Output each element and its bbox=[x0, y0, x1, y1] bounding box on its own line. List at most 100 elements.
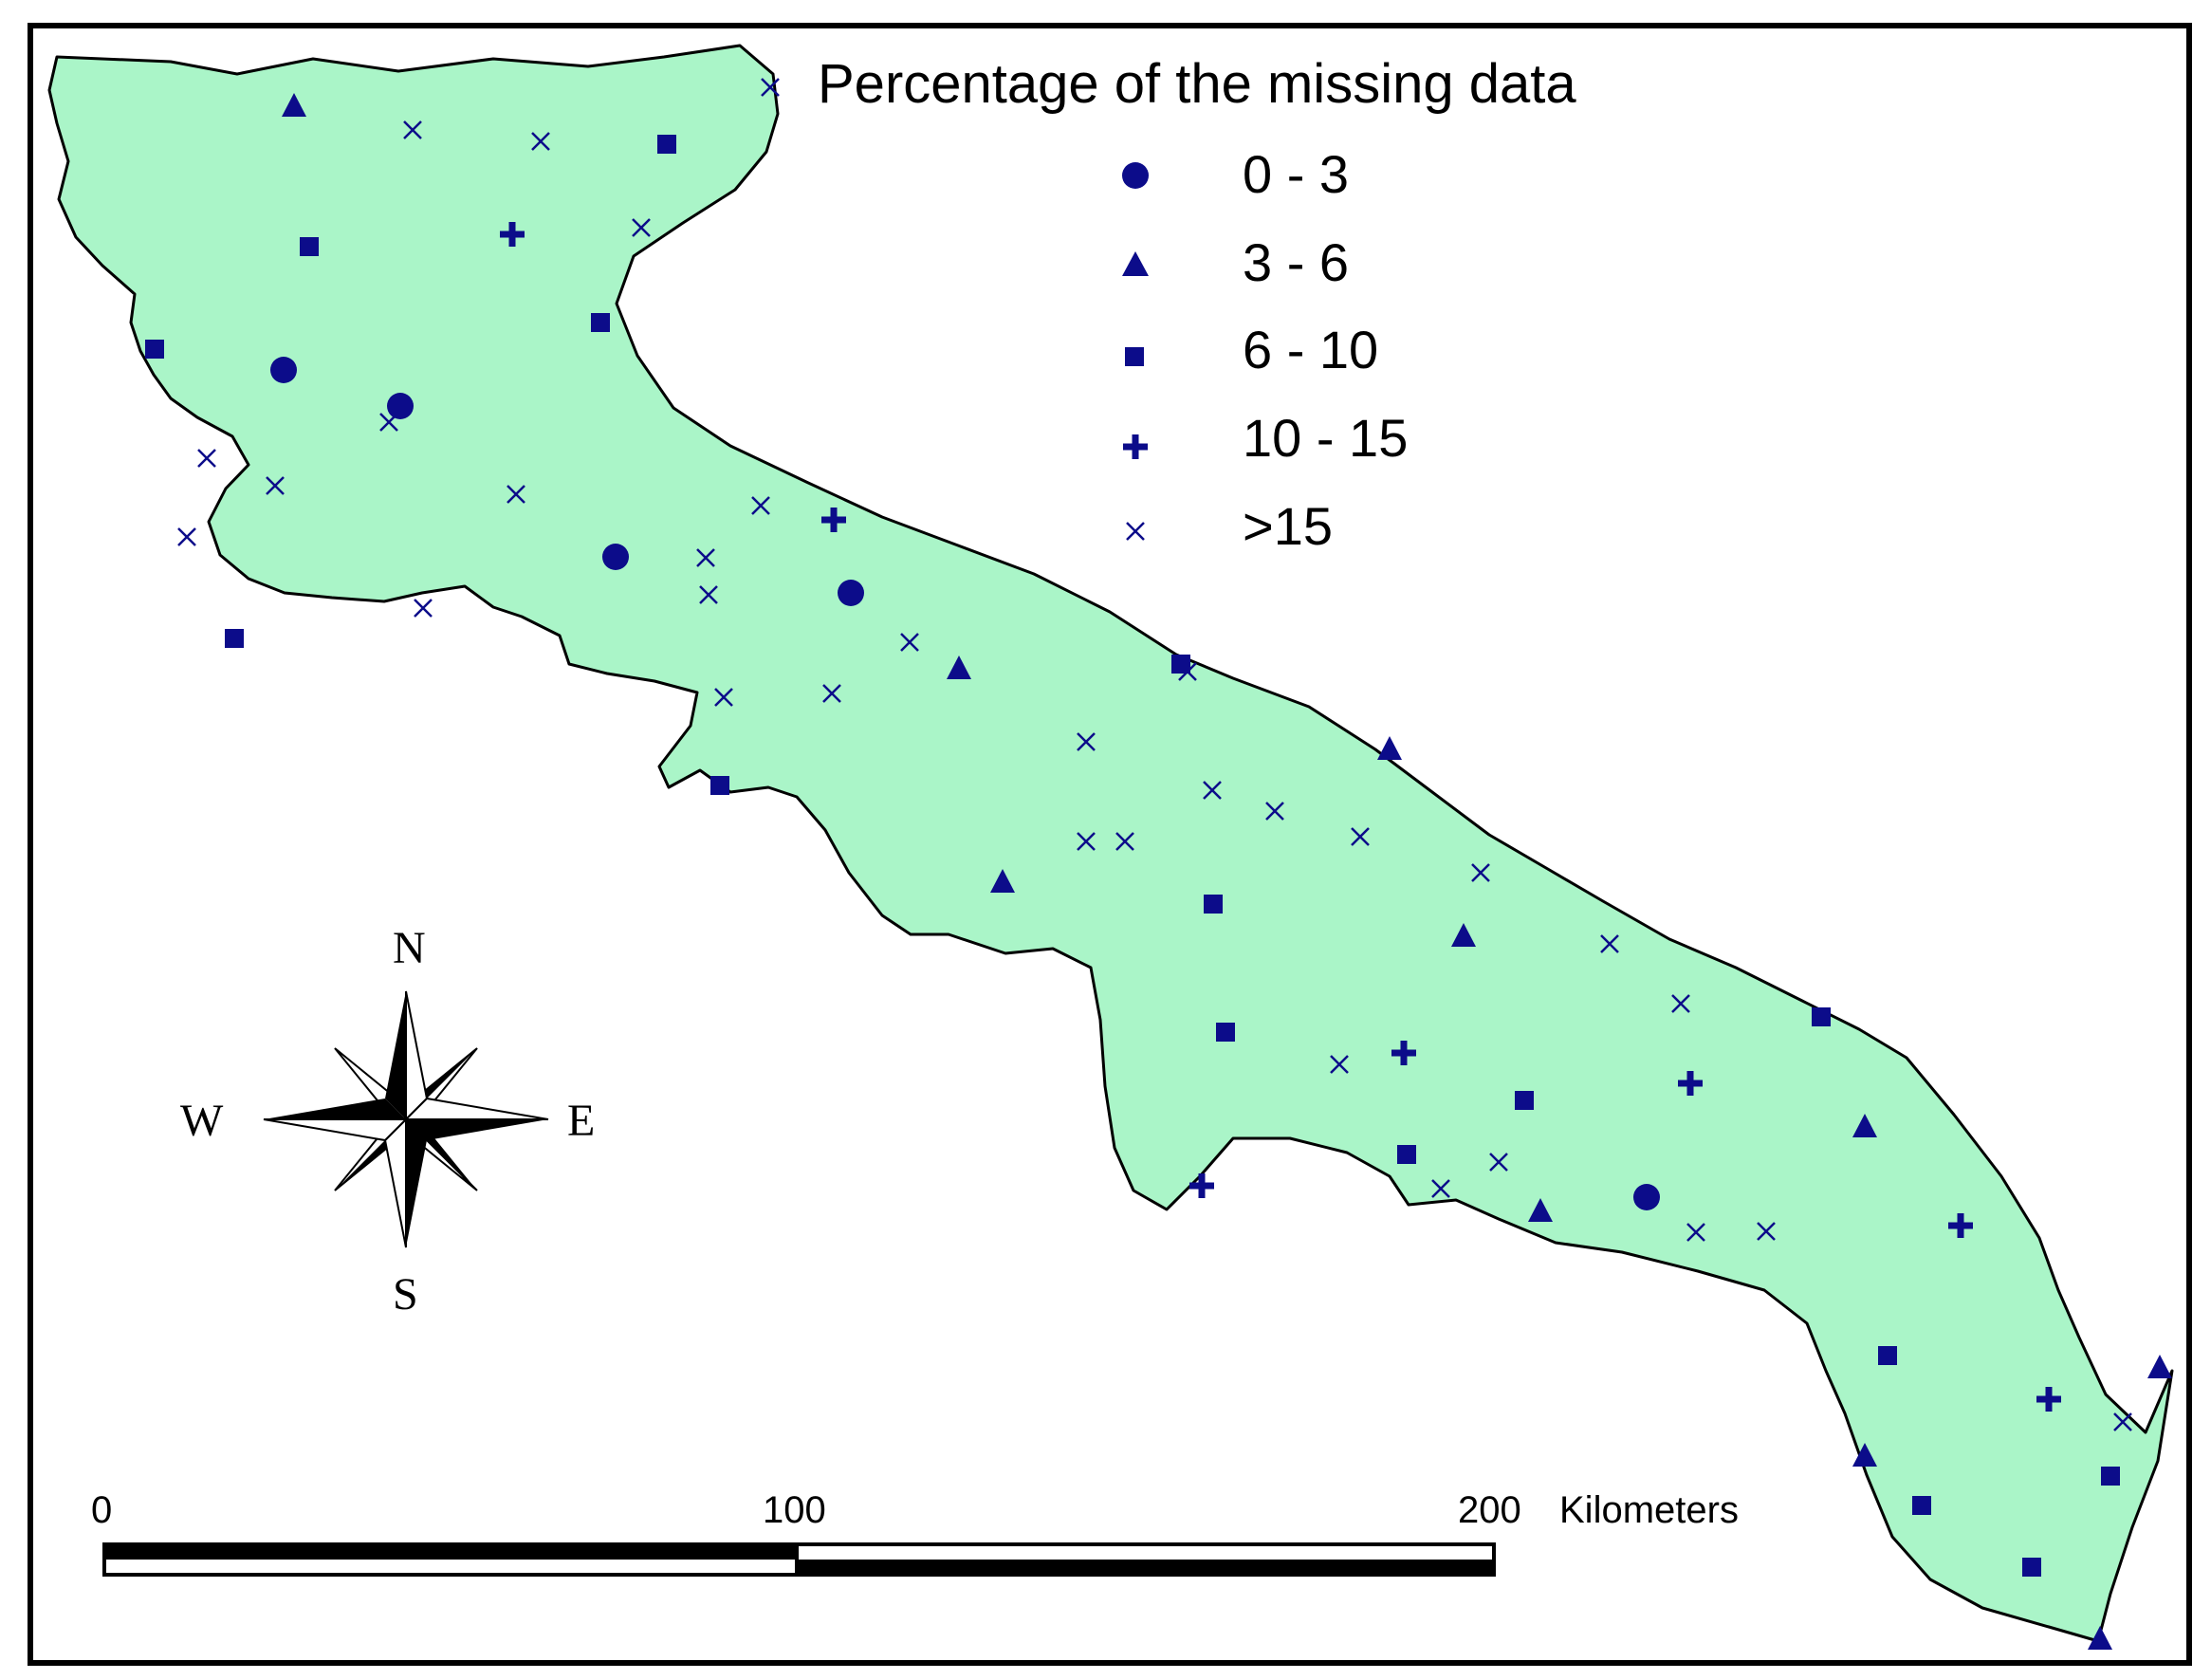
station-marker-x bbox=[900, 633, 919, 652]
station-marker-x bbox=[822, 684, 841, 703]
station-marker-x bbox=[507, 485, 525, 504]
station-marker-square bbox=[657, 135, 676, 154]
compass-rose: N S E W bbox=[180, 923, 595, 1320]
compass-label-north: N bbox=[393, 923, 426, 973]
station-marker-circle bbox=[602, 544, 629, 570]
station-marker-square bbox=[1204, 895, 1223, 914]
legend-symbol-triangle bbox=[1122, 251, 1149, 276]
station-marker-cross bbox=[1678, 1071, 1703, 1096]
station-marker-x bbox=[1265, 802, 1284, 821]
legend-label: 10 - 15 bbox=[1243, 408, 1408, 468]
station-marker-cross bbox=[1391, 1041, 1416, 1065]
station-marker-x bbox=[1178, 662, 1197, 681]
station-marker-square bbox=[145, 340, 164, 359]
region-outline bbox=[47, 44, 2174, 1643]
scale-segment-2-fill bbox=[797, 1560, 1494, 1575]
station-marker-square bbox=[1515, 1091, 1534, 1110]
station-marker-x bbox=[1351, 827, 1370, 846]
station-marker-triangle bbox=[2147, 1355, 2172, 1378]
station-marker-triangle bbox=[1451, 923, 1476, 947]
legend-item-3-6: 3 - 6 bbox=[1122, 232, 1349, 292]
compass-label-south: S bbox=[393, 1269, 418, 1320]
station-marker-x bbox=[761, 78, 780, 97]
station-marker-x bbox=[1203, 781, 1222, 800]
station-marker-x bbox=[1757, 1222, 1776, 1241]
station-marker-x bbox=[1471, 863, 1490, 882]
station-marker-square bbox=[300, 237, 319, 256]
station-marker-triangle bbox=[990, 869, 1015, 893]
station-marker-x bbox=[1431, 1179, 1450, 1198]
station-marker-x bbox=[699, 585, 718, 604]
legend-symbol-square bbox=[1125, 347, 1144, 366]
station-marker-circle bbox=[838, 580, 864, 606]
station-marker-x bbox=[1600, 934, 1619, 953]
station-marker-square bbox=[1397, 1145, 1416, 1164]
legend-label: >15 bbox=[1243, 496, 1333, 556]
scale-tick-0: 0 bbox=[91, 1489, 112, 1531]
station-marker-square bbox=[2022, 1558, 2041, 1577]
station-marker-triangle bbox=[947, 655, 971, 679]
station-marker-x bbox=[379, 413, 398, 432]
station-marker-cross bbox=[821, 508, 846, 532]
station-marker-triangle bbox=[1852, 1443, 1877, 1467]
station-marker-x bbox=[2113, 1412, 2132, 1431]
scale-bar: 0 100 200 Kilometers bbox=[91, 1489, 1739, 1577]
compass-label-west: W bbox=[180, 1096, 224, 1146]
legend-item-6-10: 6 - 10 bbox=[1125, 320, 1378, 379]
station-marker-cross bbox=[1189, 1173, 1214, 1198]
station-marker-circle bbox=[387, 393, 414, 419]
legend-symbol-cross bbox=[1123, 434, 1148, 459]
legend-title: Percentage of the missing data bbox=[818, 53, 1576, 115]
station-marker-x bbox=[696, 548, 715, 567]
legend-symbol-x bbox=[1126, 522, 1145, 541]
station-marker-x bbox=[197, 449, 216, 468]
legend-item-10-15: 10 - 15 bbox=[1123, 408, 1408, 468]
station-marker-x bbox=[403, 120, 422, 139]
station-marker-x bbox=[531, 132, 550, 151]
station-marker-x bbox=[177, 527, 196, 546]
compass-icon bbox=[263, 990, 549, 1248]
station-marker-triangle bbox=[2088, 1626, 2112, 1650]
station-marker-x bbox=[266, 476, 285, 495]
station-marker-x bbox=[1686, 1223, 1705, 1242]
station-marker-triangle bbox=[282, 93, 306, 117]
station-marker-x bbox=[751, 496, 770, 515]
station-marker-square bbox=[225, 629, 244, 648]
station-marker-square bbox=[1812, 1007, 1831, 1026]
station-marker-x bbox=[1671, 994, 1690, 1013]
station-marker-x bbox=[1077, 832, 1096, 851]
scale-unit: Kilometers bbox=[1559, 1489, 1739, 1531]
station-marker-x bbox=[1115, 832, 1134, 851]
scale-tick-100: 100 bbox=[763, 1489, 826, 1531]
legend-item-0-3: 0 - 3 bbox=[1122, 144, 1349, 204]
station-marker-square bbox=[1912, 1496, 1931, 1515]
legend-label: 6 - 10 bbox=[1243, 320, 1378, 379]
station-marker-circle bbox=[1633, 1184, 1660, 1210]
legend-label: 0 - 3 bbox=[1243, 144, 1349, 204]
compass-label-east: E bbox=[567, 1096, 595, 1146]
legend: Percentage of the missing data 0 - 3 3 -… bbox=[818, 53, 1576, 556]
station-marker-triangle bbox=[1852, 1114, 1877, 1137]
legend-symbol-circle bbox=[1122, 162, 1149, 189]
station-marker-square bbox=[2101, 1467, 2120, 1486]
legend-item-gt15: >15 bbox=[1126, 496, 1333, 556]
station-marker-square bbox=[710, 776, 729, 795]
station-marker-x bbox=[632, 218, 651, 237]
station-marker-triangle bbox=[1528, 1198, 1553, 1222]
station-symbols bbox=[145, 78, 2172, 1650]
station-marker-x bbox=[1489, 1153, 1508, 1172]
legend-label: 3 - 6 bbox=[1243, 232, 1349, 292]
station-marker-cross bbox=[1948, 1213, 1973, 1238]
scale-segment-1-fill bbox=[104, 1544, 797, 1560]
station-marker-x bbox=[1077, 732, 1096, 751]
station-marker-circle bbox=[270, 357, 297, 383]
station-marker-x bbox=[414, 599, 433, 618]
station-marker-square bbox=[1878, 1346, 1897, 1365]
station-marker-cross bbox=[500, 222, 525, 247]
station-marker-cross bbox=[2036, 1387, 2061, 1412]
station-marker-triangle bbox=[1377, 736, 1402, 760]
station-marker-square bbox=[591, 313, 610, 332]
scale-tick-200: 200 bbox=[1458, 1489, 1521, 1531]
station-marker-square bbox=[1216, 1023, 1235, 1042]
